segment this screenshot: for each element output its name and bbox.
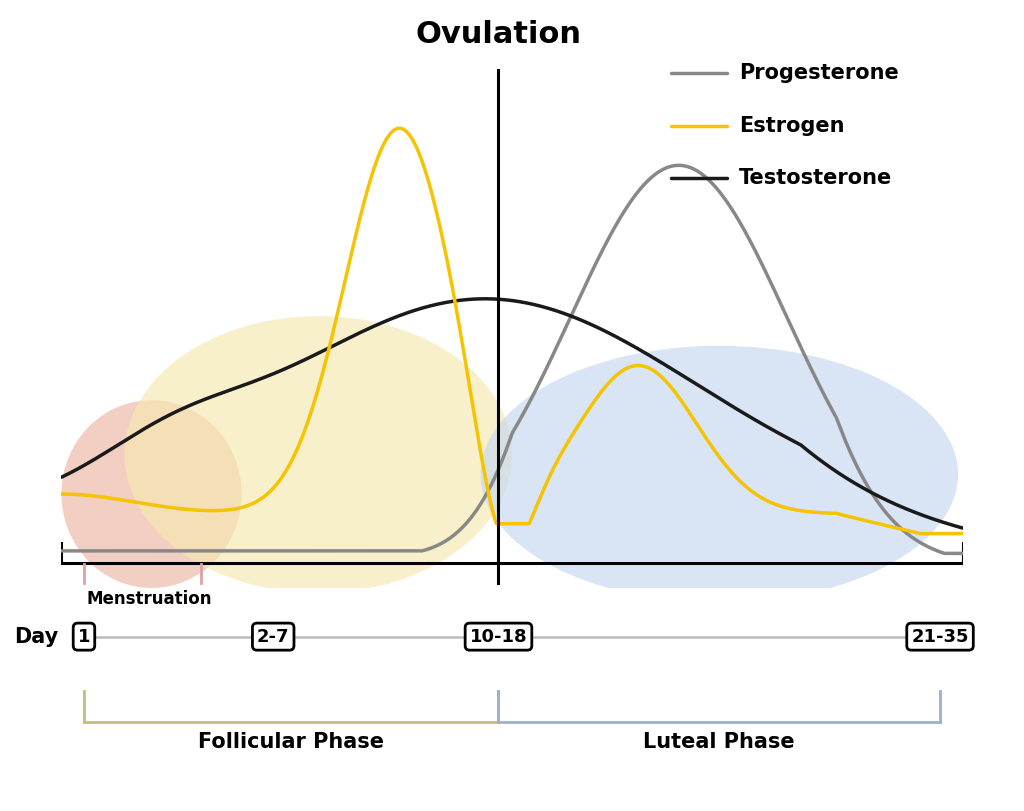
Text: 1: 1 <box>78 628 90 646</box>
Text: Testosterone: Testosterone <box>739 169 893 188</box>
Text: Menstruation: Menstruation <box>87 590 212 608</box>
Ellipse shape <box>125 316 512 593</box>
Text: 2-7: 2-7 <box>257 628 290 646</box>
Ellipse shape <box>61 400 242 588</box>
Ellipse shape <box>480 345 958 603</box>
Text: 21-35: 21-35 <box>911 628 969 646</box>
Text: Ovulation: Ovulation <box>416 19 582 49</box>
Text: Estrogen: Estrogen <box>739 116 845 135</box>
Text: Progesterone: Progesterone <box>739 63 899 83</box>
Text: Follicular Phase: Follicular Phase <box>199 732 384 752</box>
Text: Luteal Phase: Luteal Phase <box>643 732 795 752</box>
Text: 10-18: 10-18 <box>470 628 527 646</box>
Text: Day: Day <box>14 627 58 646</box>
